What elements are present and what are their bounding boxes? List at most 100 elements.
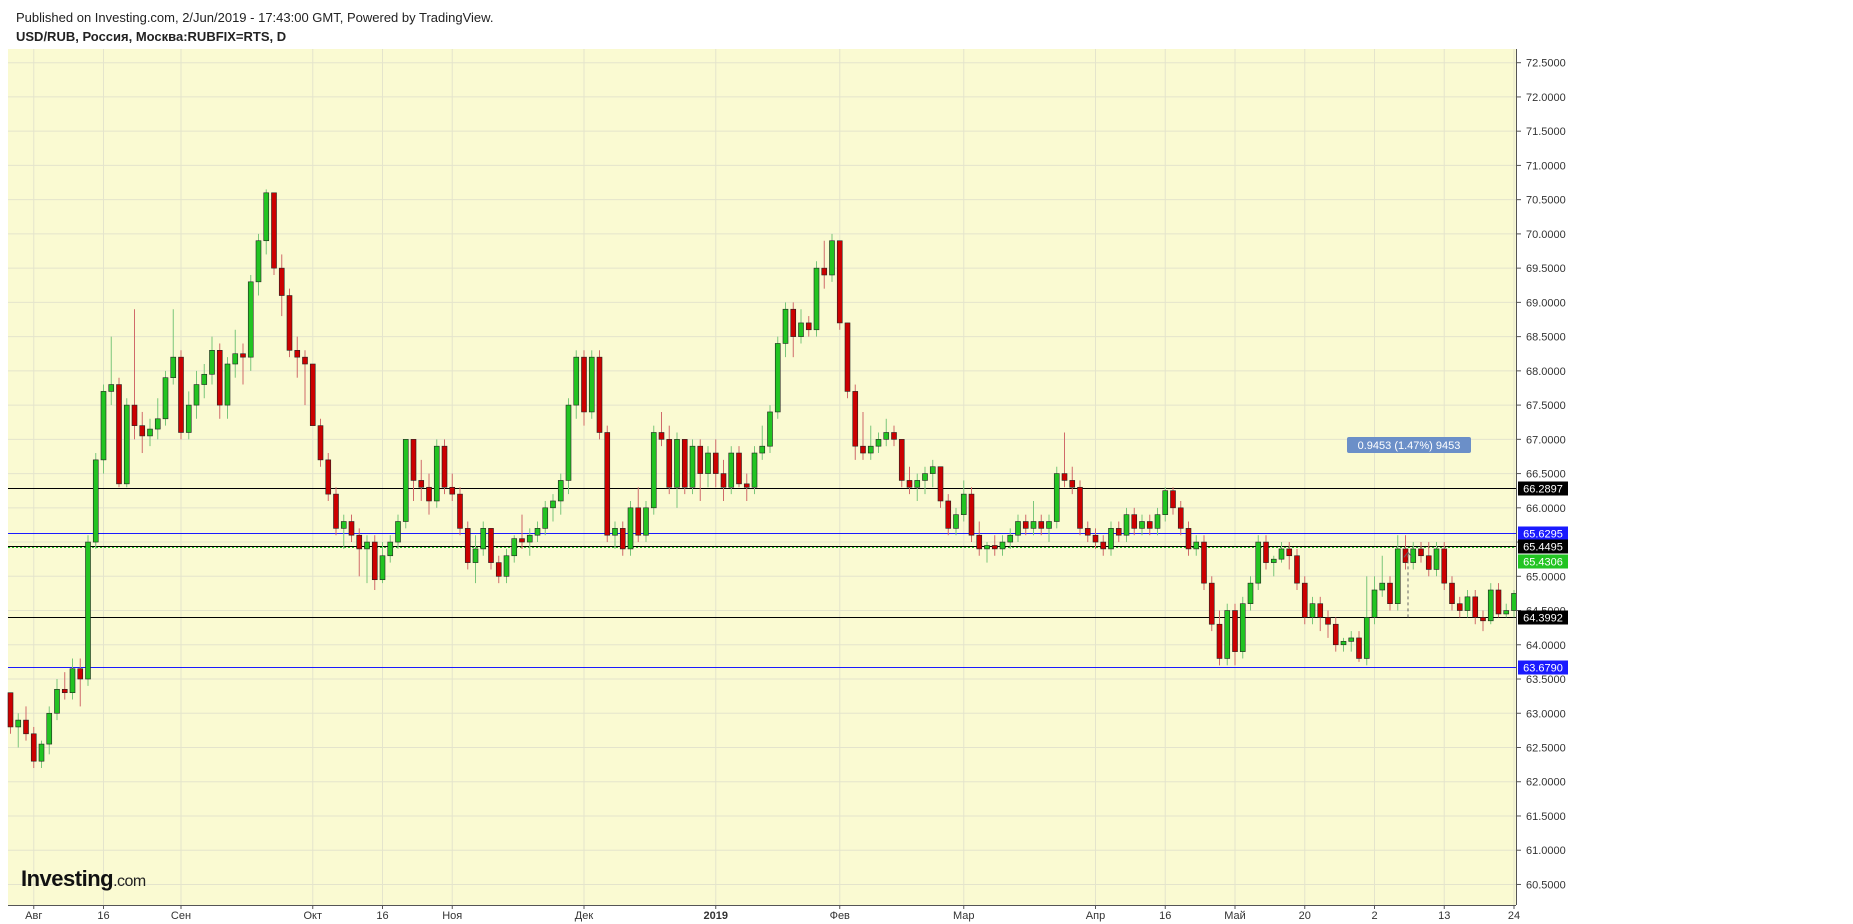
candle-body	[1232, 610, 1238, 652]
time-tick-label: 16	[1159, 910, 1171, 922]
candle-body	[1503, 610, 1510, 615]
candle-body	[712, 452, 719, 474]
candle-body	[325, 459, 332, 495]
candle-body	[1449, 582, 1455, 604]
level-badge	[1518, 481, 1568, 496]
chart-header: Published on Investing.com, 2/Jun/2019 -…	[16, 8, 493, 46]
price-tick-label: 67.5000	[1526, 400, 1566, 412]
candle-body	[147, 428, 153, 437]
candle-body	[371, 541, 378, 581]
candle-body	[542, 507, 549, 529]
candle-body	[278, 267, 285, 296]
level-badge-label: 64.3992	[1523, 613, 1563, 625]
price-tick-label: 65.0000	[1526, 571, 1566, 583]
candle-body	[364, 541, 370, 550]
symbol-title: USD/RUB, Россия, Москва:RUBFIX=RTS, D	[16, 29, 287, 44]
candles[interactable]	[7, 189, 1533, 769]
candle-body	[185, 404, 192, 433]
time-tick-label: 13	[1438, 910, 1450, 922]
candle-body	[805, 322, 812, 331]
candle-body	[1487, 589, 1494, 622]
level-badge	[1518, 526, 1568, 541]
level-badge	[1518, 610, 1568, 625]
candle-body	[1123, 514, 1130, 536]
candle-body	[681, 439, 688, 488]
candle-body	[255, 240, 262, 283]
measure-tool[interactable]: 0.9453 (1.47%) 9453	[1347, 437, 1471, 618]
candle-body	[1472, 596, 1479, 618]
candle-body	[402, 439, 409, 522]
grid	[8, 49, 1516, 905]
candle-body	[1363, 617, 1370, 659]
candle-body	[209, 350, 215, 375]
candle-body	[271, 192, 277, 269]
candle-body	[1456, 603, 1463, 611]
candle-body	[650, 432, 657, 509]
candle-body	[898, 439, 905, 481]
candle-body	[999, 541, 1006, 550]
candle-body	[1146, 521, 1153, 529]
candle-body	[503, 555, 510, 577]
candle-body	[1077, 486, 1083, 529]
candle-body	[1038, 521, 1045, 529]
price-tick-label: 61.0000	[1526, 845, 1566, 857]
candle-body	[178, 356, 184, 433]
candle-body	[1309, 603, 1316, 618]
candle-body	[689, 445, 696, 488]
candle-body	[798, 322, 804, 337]
candle-body	[1193, 541, 1200, 550]
candle-body	[54, 688, 60, 714]
price-tick-label: 60.5000	[1526, 879, 1566, 891]
candle-body	[1410, 548, 1417, 563]
candle-body	[1332, 623, 1339, 646]
candle-body	[1480, 617, 1486, 622]
candle-body	[1418, 548, 1424, 557]
candle-body	[891, 432, 897, 440]
price-tick-label: 72.0000	[1526, 92, 1566, 104]
candle-body	[511, 538, 518, 557]
candle-body	[557, 480, 564, 502]
time-tick-label: 16	[97, 910, 109, 922]
published-line: Published on Investing.com, 2/Jun/2019 -…	[16, 10, 494, 25]
candle-body	[1294, 555, 1300, 584]
candle-body	[480, 528, 487, 550]
candle-body	[85, 541, 91, 680]
candle-body	[69, 668, 76, 694]
candle-body	[1208, 582, 1215, 625]
candle-body	[658, 432, 665, 440]
candle-body	[356, 534, 363, 550]
candle-body	[573, 356, 580, 406]
measure-arrow	[1403, 551, 1413, 558]
time-tick-label: Окт	[303, 910, 322, 922]
candle-body	[139, 425, 146, 437]
candle-body	[123, 404, 130, 485]
time-tick-label: Май	[1224, 910, 1246, 922]
candle-body	[433, 445, 440, 502]
candle-body	[937, 466, 944, 502]
candle-body	[1348, 637, 1355, 642]
candle-body	[836, 240, 843, 324]
candle-body	[790, 308, 797, 337]
measure-label: 0.9453 (1.47%) 9453	[1358, 440, 1461, 452]
price-tick-label: 70.0000	[1526, 229, 1566, 241]
price-axis[interactable]: 60.5000 61.0000 61.5000 62.0000 62.5000 63.00…	[1516, 49, 1853, 905]
candle-body	[472, 548, 479, 563]
plot-area[interactable]	[8, 49, 1516, 905]
candle-body	[883, 432, 890, 440]
price-tick-label: 64.0000	[1526, 640, 1566, 652]
candle-body	[1356, 637, 1362, 659]
time-axis[interactable]: Авг 16 Сен Окт 16 Ноя Дек 2019 Фев Мар Апр 16 Май 20 2…	[8, 905, 1520, 922]
candle-body	[162, 377, 169, 420]
candle-body	[1433, 548, 1440, 570]
price-tick-label: 72.5000	[1526, 58, 1566, 70]
measure-badge	[1347, 437, 1471, 453]
candle-body	[23, 719, 29, 735]
candle-body	[1162, 490, 1169, 515]
candle-body	[1084, 528, 1091, 536]
candle-body	[193, 384, 200, 406]
candle-body	[1100, 541, 1107, 550]
candle-body	[154, 418, 161, 430]
candle-body	[116, 384, 122, 485]
candle-body	[1224, 610, 1231, 659]
